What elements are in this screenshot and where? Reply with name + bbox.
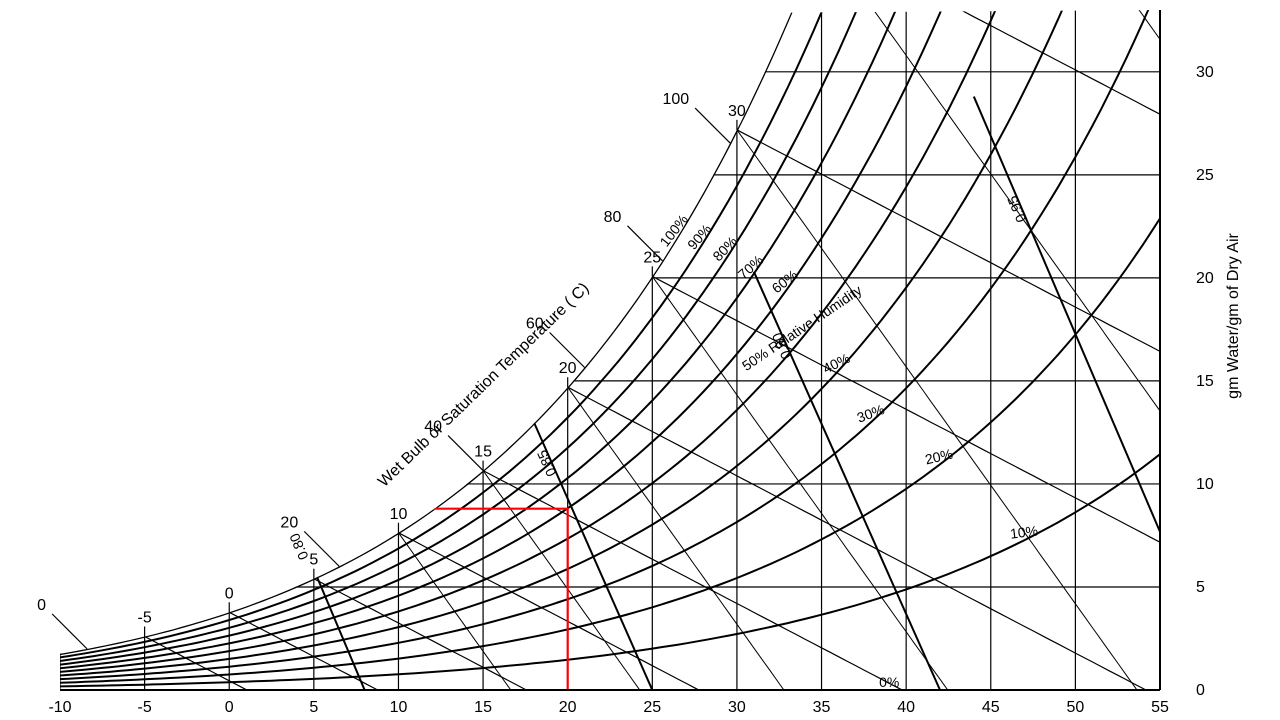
- chart-area: [60, 0, 1245, 720]
- wetbulb-line: [399, 533, 780, 720]
- y-tick-label: 5: [1196, 579, 1205, 596]
- wetbulb-line: [652, 276, 1244, 586]
- enthalpy-leader: [52, 614, 87, 649]
- x-tick-label: 45: [982, 699, 1000, 716]
- rh-curve: [60, 0, 1160, 679]
- x-tick-label: 10: [390, 699, 408, 716]
- rh-curve: [60, 0, 872, 661]
- wetbulb-tick-label: 0: [225, 585, 234, 602]
- y-axis-title: gm Water/gm of Dry Air: [1225, 233, 1242, 399]
- enthalpy-label: 100: [662, 91, 689, 108]
- wetbulb-line: [568, 387, 1228, 720]
- enthalpy-label: 0: [37, 597, 46, 614]
- x-tick-label: 30: [728, 699, 746, 716]
- rh-curve: [60, 0, 805, 654]
- x-tick-label: -10: [48, 699, 71, 716]
- enthalpy-label: 20: [280, 514, 298, 531]
- wetbulb-tick-label: 5: [309, 552, 318, 569]
- x-tick-label: 55: [1151, 699, 1169, 716]
- wetbulb-tick-label: 20: [559, 360, 577, 377]
- wetbulb-line: [229, 612, 458, 720]
- rh-label: 80%: [709, 233, 740, 264]
- enthalpy-line: [822, 0, 1245, 529]
- y-tick-label: 0: [1196, 682, 1205, 699]
- rh-label: 0%: [879, 674, 899, 690]
- y-tick-label: 25: [1196, 167, 1214, 184]
- wetbulb-line: [822, 0, 1245, 159]
- rh-label: 20%: [923, 446, 954, 468]
- enthalpy-line: [568, 387, 822, 720]
- y-tick-label: 10: [1196, 476, 1214, 493]
- x-tick-label: 50: [1066, 699, 1084, 716]
- x-tick-label: 0: [225, 699, 234, 716]
- x-tick-label: 25: [643, 699, 661, 716]
- x-tick-label: 5: [309, 699, 318, 716]
- wetbulb-tick-label: -5: [137, 610, 151, 627]
- x-tick-label: -5: [137, 699, 151, 716]
- rh-label: 90%: [684, 221, 714, 253]
- x-tick-label: 20: [559, 699, 577, 716]
- enthalpy-leader: [695, 108, 730, 143]
- x-tick-label: 35: [813, 699, 831, 716]
- wetbulb-tick-label: 10: [390, 506, 408, 523]
- y-tick-label: 30: [1196, 64, 1214, 81]
- wetbulb-tick-label: 25: [643, 249, 661, 266]
- enthalpy-label: 80: [604, 209, 622, 226]
- y-tick-label: 15: [1196, 373, 1214, 390]
- y-tick-label: 20: [1196, 270, 1214, 287]
- x-tick-label: 40: [897, 699, 915, 716]
- wetbulb-tick-label: 30: [728, 103, 746, 120]
- wetbulb-tick-label: 15: [474, 444, 492, 461]
- rh-label: 10%: [1009, 522, 1039, 541]
- rh-curve: [60, 218, 1160, 682]
- x-tick-label: 15: [474, 699, 492, 716]
- specific-volume-line: [974, 97, 1228, 690]
